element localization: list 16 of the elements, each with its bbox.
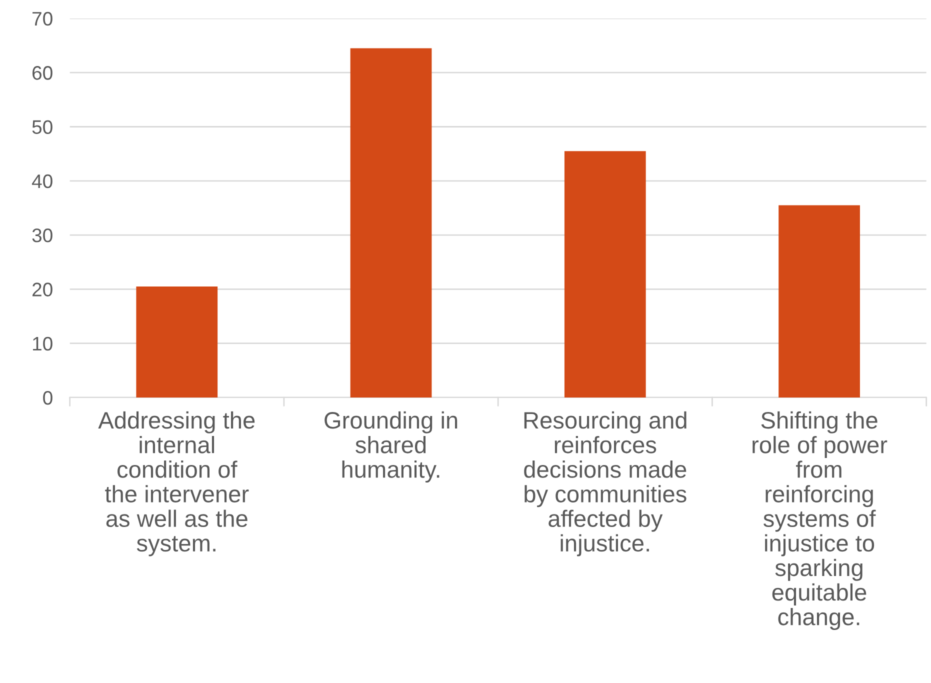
x-tick-label: Addressing the internal condition of the intervener as well as the system. (98, 411, 255, 556)
y-tick-label: 30 (32, 228, 52, 242)
y-tick-label: 20 (32, 282, 52, 296)
x-tick-label: Grounding in shared humanity. (324, 411, 458, 483)
bar (136, 286, 218, 398)
y-tick-label: 10 (33, 336, 52, 351)
y-tick-label: 70 (32, 12, 52, 26)
y-tick-label: 60 (32, 66, 52, 80)
x-tick-label: Resourcing and reinforces decisions made by communities affected by injustice. (524, 411, 686, 556)
bar (350, 48, 432, 398)
y-tick-label: 50 (32, 120, 52, 134)
y-tick-label: 40 (32, 174, 52, 188)
bar (564, 151, 646, 398)
category-label: Shifting the role of power from reinforcing systems of injustice to sparking equitable change. (752, 411, 888, 630)
y-tick-label: 0 (43, 390, 52, 405)
bar (778, 205, 860, 398)
